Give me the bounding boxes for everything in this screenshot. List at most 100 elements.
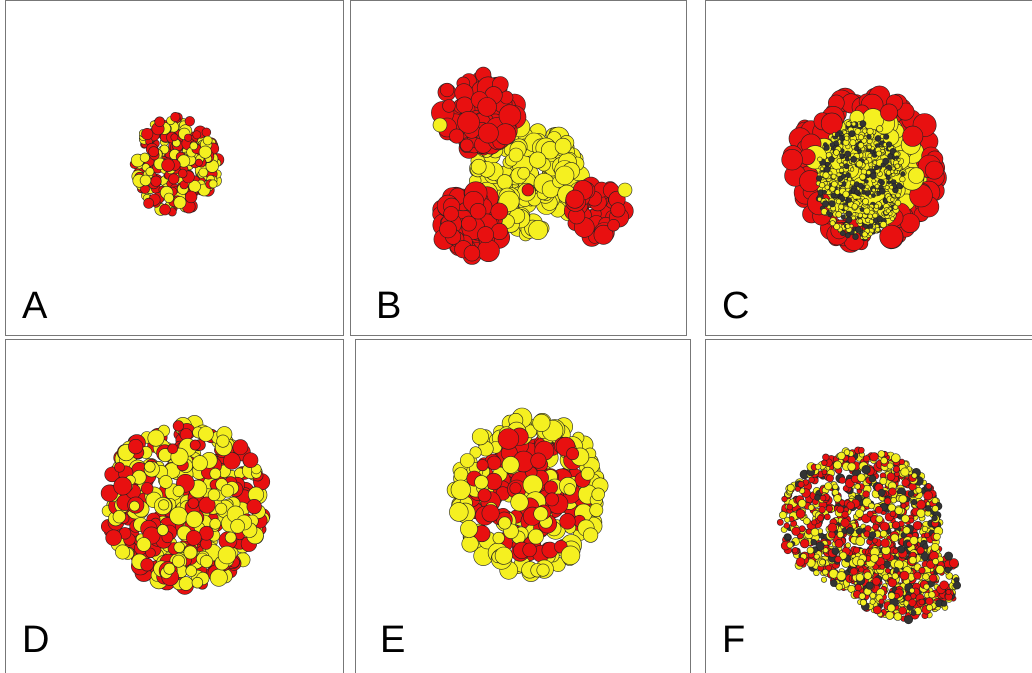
cell — [910, 588, 915, 593]
cell — [828, 523, 837, 532]
cell — [499, 105, 521, 127]
cell — [821, 577, 826, 582]
cell — [856, 161, 862, 167]
cell — [478, 123, 498, 143]
cell — [859, 593, 865, 599]
cell — [174, 196, 186, 208]
cell — [815, 464, 821, 470]
cell — [869, 475, 876, 482]
cell — [782, 496, 788, 502]
cell — [840, 231, 845, 236]
cell — [879, 599, 884, 604]
cell — [845, 233, 850, 238]
cell — [499, 517, 511, 529]
cell — [889, 488, 897, 496]
cell — [179, 577, 193, 591]
cell — [141, 483, 153, 495]
cell — [184, 546, 197, 559]
cell — [894, 567, 899, 572]
cell — [858, 447, 864, 453]
cell — [826, 211, 830, 215]
cell — [509, 148, 523, 162]
panel-label: F — [722, 619, 745, 661]
cell — [887, 463, 893, 469]
cell — [534, 507, 548, 521]
cell — [792, 527, 800, 535]
cell — [209, 180, 217, 188]
cell — [856, 574, 864, 582]
cell — [159, 475, 172, 488]
cell — [210, 569, 227, 586]
cell — [923, 544, 928, 549]
cell — [475, 475, 489, 489]
cell — [581, 467, 594, 480]
cell — [845, 157, 849, 161]
cell — [440, 83, 454, 97]
cell — [160, 204, 171, 215]
cell — [853, 212, 857, 216]
cell — [883, 574, 889, 580]
cell — [472, 429, 488, 445]
cell — [449, 503, 468, 522]
cell — [523, 475, 543, 495]
cell — [862, 232, 867, 237]
cell — [811, 539, 817, 545]
cell — [875, 135, 881, 141]
cell — [890, 185, 894, 189]
cell — [916, 487, 922, 493]
cell — [443, 100, 456, 113]
cell — [450, 129, 464, 143]
cell — [881, 457, 888, 464]
cell — [891, 497, 897, 503]
cell — [495, 547, 512, 564]
cell — [462, 536, 479, 553]
cell — [545, 493, 558, 506]
cell — [164, 563, 175, 574]
cell — [933, 533, 940, 540]
cell — [162, 159, 175, 172]
cell — [113, 510, 126, 523]
cell — [210, 468, 221, 479]
cell — [819, 182, 825, 188]
cell — [815, 495, 821, 501]
cell — [491, 223, 507, 239]
cell — [828, 531, 835, 538]
cell — [818, 157, 823, 162]
cell — [834, 495, 842, 503]
cell — [863, 224, 867, 228]
cell — [826, 162, 830, 166]
cell — [779, 511, 786, 518]
cell — [115, 545, 129, 559]
cell — [869, 532, 876, 539]
cell — [867, 128, 873, 134]
cell — [208, 489, 220, 501]
cell — [217, 435, 229, 447]
cell — [899, 459, 905, 465]
cell — [784, 523, 790, 529]
cell — [440, 221, 457, 238]
cell — [924, 491, 933, 500]
page: A B C D E F (() => { const data = JSON.p… — [0, 0, 1032, 673]
cell — [814, 570, 820, 576]
cell — [891, 217, 895, 221]
cell — [856, 537, 865, 546]
cell — [186, 511, 202, 527]
cell — [857, 559, 864, 566]
cell — [193, 131, 201, 139]
cell — [891, 534, 899, 542]
cell — [925, 533, 930, 538]
cell — [867, 145, 871, 149]
cell — [188, 498, 199, 509]
cell — [487, 456, 501, 470]
cell — [555, 138, 571, 154]
cell — [888, 578, 897, 587]
cell — [564, 484, 576, 496]
cell — [886, 175, 890, 179]
cell — [900, 571, 909, 580]
cell — [917, 500, 926, 509]
cell — [824, 514, 830, 520]
cell — [883, 158, 889, 164]
cell — [822, 190, 826, 194]
cell — [876, 151, 881, 156]
cell — [823, 454, 830, 461]
